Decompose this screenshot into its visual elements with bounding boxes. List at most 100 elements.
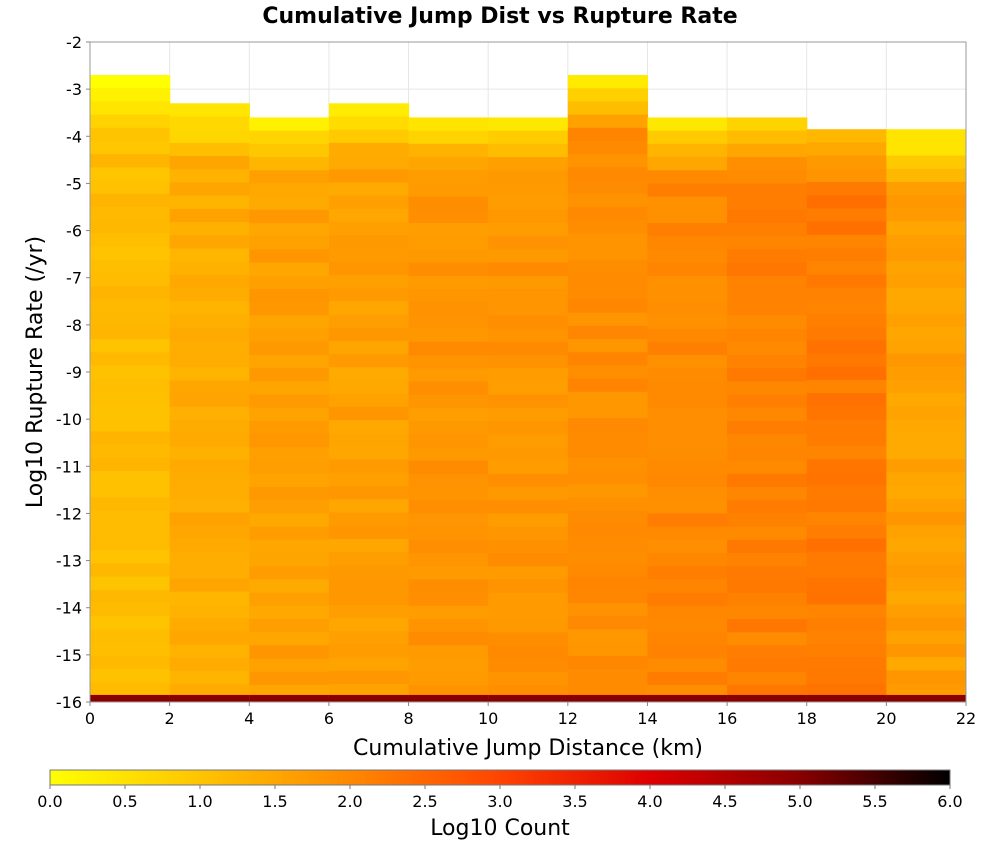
heatmap-cell <box>488 605 569 620</box>
heatmap-cell <box>488 117 569 132</box>
heatmap-cell <box>727 579 808 594</box>
heatmap-cell <box>567 576 649 591</box>
heatmap-cell <box>169 420 250 434</box>
heatmap-cell <box>249 434 330 449</box>
heatmap-cell <box>647 130 728 145</box>
heatmap-cell <box>90 642 171 657</box>
heatmap-cell <box>567 405 649 419</box>
heatmap-cell <box>408 619 489 633</box>
heatmap-cell <box>90 127 171 142</box>
heatmap-cell <box>886 564 966 579</box>
heatmap-cell <box>806 314 887 328</box>
heatmap-cell <box>727 487 808 501</box>
heatmap-cell <box>169 631 250 646</box>
heatmap-cell <box>328 459 410 474</box>
heatmap-cell <box>806 340 887 355</box>
heatmap-cell <box>806 327 887 342</box>
heatmap-cell <box>328 340 410 355</box>
y-tick-label: -14 <box>56 599 82 618</box>
heatmap-cell <box>488 460 569 475</box>
heatmap-cell <box>806 644 887 658</box>
heatmap-cell <box>727 658 808 673</box>
y-tick-label: -4 <box>66 127 82 146</box>
heatmap-cell <box>647 262 728 277</box>
heatmap-cell <box>488 196 569 211</box>
heatmap-cell <box>567 207 649 221</box>
heatmap-cell <box>328 354 410 368</box>
heatmap-cell <box>328 129 410 144</box>
heatmap-cell <box>488 632 569 647</box>
heatmap-cell <box>886 261 966 276</box>
heatmap-cell <box>567 141 649 155</box>
heatmap-cell <box>408 328 489 343</box>
heatmap-cell <box>567 299 649 314</box>
heatmap-cell <box>806 446 887 460</box>
colorbar-tick-label: 1.0 <box>187 792 212 811</box>
colorbar-tick-label: 2.5 <box>412 792 437 811</box>
heatmap-cell <box>806 525 887 540</box>
heatmap-cell <box>249 487 330 501</box>
heatmap-cell <box>647 394 728 409</box>
heatmap-cell <box>727 249 808 264</box>
heatmap-cell <box>408 183 489 198</box>
heatmap-cell <box>567 273 649 287</box>
heatmap-cell <box>488 473 569 488</box>
heatmap-cell <box>567 497 649 512</box>
heatmap-cell <box>727 209 808 224</box>
heatmap-cell <box>488 500 569 515</box>
heatmap-cell <box>806 393 887 408</box>
heatmap-cell <box>488 566 569 581</box>
heatmap-cell <box>249 170 330 185</box>
heatmap-cell <box>567 484 649 498</box>
heatmap-cell <box>886 353 966 368</box>
colorbar-tick-label: 2.0 <box>337 792 362 811</box>
heatmap-cell <box>806 353 887 368</box>
heatmap-cell <box>328 169 410 184</box>
heatmap-cell <box>249 117 330 132</box>
heatmap-cell <box>328 261 410 276</box>
heatmap-cell <box>169 618 250 632</box>
heatmap-cell <box>567 127 649 142</box>
heatmap-cell <box>886 300 966 315</box>
heatmap-cell <box>727 671 808 686</box>
heatmap-cell <box>90 273 171 287</box>
heatmap-cell <box>249 196 330 211</box>
heatmap-cell <box>727 526 808 541</box>
heatmap-cell <box>90 286 171 300</box>
heatmap-cell <box>488 236 569 251</box>
heatmap-cell <box>169 288 250 302</box>
heatmap-cell <box>328 446 410 461</box>
heatmap-cell <box>408 671 489 686</box>
heatmap-cell <box>806 248 887 262</box>
heatmap-cell <box>328 472 410 487</box>
heatmap-cell <box>886 459 966 474</box>
heatmap-cell <box>727 170 808 185</box>
heatmap-cells <box>90 75 966 702</box>
heatmap-cell <box>806 498 887 513</box>
heatmap-cell <box>328 486 410 500</box>
heatmap-cell <box>567 352 649 366</box>
heatmap-cell <box>886 498 966 513</box>
heatmap-cell <box>90 114 171 129</box>
heatmap-cell <box>169 486 250 500</box>
heatmap-cell <box>90 246 171 261</box>
x-tick-label: 14 <box>637 709 657 728</box>
heatmap-cell <box>328 235 410 250</box>
heatmap-cell <box>567 669 649 683</box>
heatmap-cell <box>408 157 489 171</box>
heatmap-cell <box>647 632 728 647</box>
heatmap-cell <box>886 683 966 698</box>
heatmap-cell <box>647 302 728 317</box>
heatmap-cell <box>328 274 410 289</box>
heatmap-cell <box>567 339 649 353</box>
heatmap-cell <box>90 180 171 195</box>
heatmap-cell <box>488 341 569 356</box>
heatmap-cell <box>647 249 728 264</box>
heatmap-cell <box>249 262 330 277</box>
heatmap-cell <box>567 365 649 380</box>
heatmap-cell <box>249 289 330 303</box>
heatmap-cell <box>169 380 250 395</box>
heatmap-cell <box>90 629 171 644</box>
heatmap-cell <box>488 421 569 435</box>
